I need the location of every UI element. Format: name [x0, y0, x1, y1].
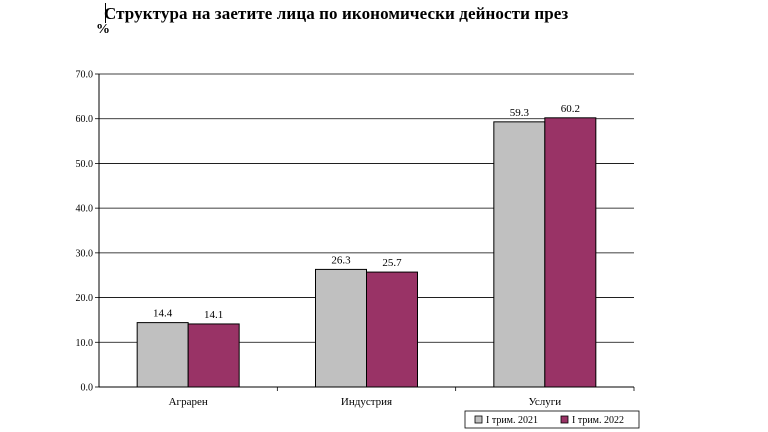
data-label: 14.1 — [204, 309, 223, 321]
data-label: 25.7 — [382, 257, 402, 269]
bar-2021-2 — [493, 121, 546, 388]
y-tick-label: 50.0 — [76, 159, 94, 170]
text-cursor — [105, 3, 106, 23]
y-tick-label: 0.0 — [81, 383, 94, 394]
bars — [136, 117, 597, 388]
y-axis-ticks: 0.0 10.0 20.0 30.0 40.0 50.0 60.0 70.0 — [76, 70, 99, 394]
data-label: 14.4 — [153, 308, 173, 320]
bar-2021-0 — [136, 322, 189, 388]
x-axis-categories: Аграрен Индустрия Услуги — [169, 396, 562, 408]
y-tick-label: 30.0 — [76, 248, 94, 259]
y-tick-label: 60.0 — [76, 114, 94, 125]
bar-2022-2 — [544, 117, 597, 388]
legend-swatch — [474, 415, 483, 424]
bar-2022-0 — [187, 323, 240, 388]
category-label: Индустрия — [341, 396, 392, 408]
y-axis-unit: % — [96, 22, 110, 37]
legend: I трим. 2021 I трим. 2022 — [464, 410, 640, 429]
legend-box — [464, 410, 640, 429]
axes — [98, 74, 635, 391]
data-labels: 14.4 14.1 26.3 25.7 59.3 60.2 — [153, 103, 580, 321]
y-tick-label: 10.0 — [76, 338, 94, 349]
bar-2021-1 — [315, 268, 367, 388]
legend-swatch — [560, 415, 569, 424]
data-label: 26.3 — [331, 254, 351, 266]
data-label: 59.3 — [510, 107, 530, 119]
legend-label: I трим. 2022 — [572, 415, 624, 426]
data-label: 60.2 — [561, 103, 580, 115]
y-tick-label: 20.0 — [76, 293, 94, 304]
legend-label: I трим. 2021 — [486, 415, 538, 426]
category-label: Аграрен — [169, 396, 208, 408]
bar-2022-1 — [366, 271, 418, 388]
y-tick-label: 70.0 — [76, 70, 94, 81]
category-label: Услуги — [528, 396, 561, 408]
chart-title: Структура на заетите лица по икономическ… — [104, 4, 569, 23]
y-tick-label: 40.0 — [76, 204, 94, 215]
